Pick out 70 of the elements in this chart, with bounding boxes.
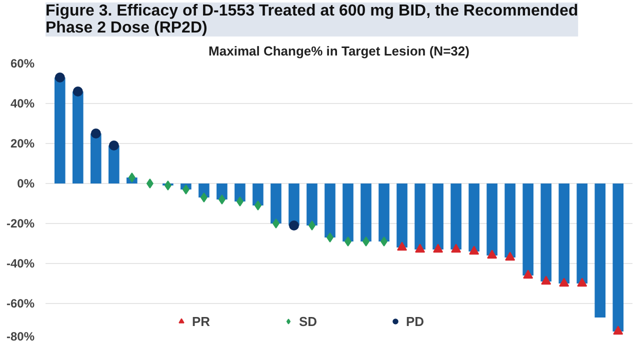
- point: [254, 200, 262, 210]
- point: [128, 172, 136, 182]
- point: [415, 244, 426, 253]
- point: [200, 192, 208, 202]
- point: [541, 276, 552, 285]
- bar: [414, 184, 426, 250]
- bar: [252, 184, 264, 206]
- point: [72, 86, 83, 96]
- bar: [72, 92, 84, 184]
- point: [108, 140, 119, 150]
- y-tick-label: -20%: [6, 216, 35, 230]
- point: [433, 244, 444, 253]
- bar: [504, 184, 516, 258]
- y-tick-label: 60%: [10, 56, 35, 70]
- point: [288, 220, 299, 230]
- point: [451, 244, 462, 253]
- point: [362, 236, 370, 246]
- point: [218, 194, 226, 204]
- bar: [342, 184, 354, 242]
- bar: [558, 184, 570, 284]
- bar: [522, 184, 534, 276]
- point: [577, 278, 588, 287]
- bar: [468, 184, 480, 252]
- bar: [486, 184, 498, 256]
- point: [613, 326, 624, 335]
- bar: [396, 184, 408, 248]
- y-tick-label: 0%: [17, 176, 35, 190]
- bar: [432, 184, 444, 250]
- chart-subtitle: Maximal Change% in Target Lesion (N=32): [208, 44, 470, 58]
- bar: [108, 146, 120, 184]
- point: [344, 236, 352, 246]
- bar: [594, 184, 606, 318]
- bar: [90, 134, 102, 184]
- point: [469, 246, 480, 255]
- legend-label: PD: [406, 314, 426, 328]
- bar: [612, 184, 624, 332]
- bar: [306, 184, 318, 226]
- bar: [450, 184, 462, 250]
- point: [90, 128, 101, 138]
- point: [182, 184, 190, 194]
- bar: [54, 78, 66, 184]
- point: [523, 270, 534, 279]
- chart-title: Figure 3. Efficacy of D-1553 Treated at 600 mg BID, the Recommended Phase 2 Dose (RP2D): [46, 2, 578, 36]
- y-tick-label: -40%: [6, 256, 35, 270]
- point: [487, 250, 498, 259]
- point: [397, 242, 408, 251]
- point: [380, 236, 388, 246]
- legend-label: SD: [299, 314, 318, 328]
- bar: [378, 184, 390, 242]
- bar: [360, 184, 372, 242]
- point: [236, 196, 244, 206]
- bar: [540, 184, 552, 282]
- bar: [234, 184, 246, 202]
- bar: [576, 184, 588, 284]
- point: [308, 220, 316, 230]
- point: [164, 180, 172, 190]
- y-tick-label: 20%: [10, 136, 35, 150]
- y-tick-label: -60%: [6, 296, 35, 310]
- point: [54, 72, 65, 82]
- point: [326, 232, 334, 242]
- y-tick-label: -80%: [6, 330, 35, 343]
- point: [146, 178, 154, 188]
- point: [272, 218, 280, 228]
- bar: [324, 184, 336, 238]
- point: [559, 278, 570, 287]
- bar: [270, 184, 282, 224]
- y-tick-label: 40%: [10, 96, 35, 110]
- point: [505, 252, 516, 261]
- legend-label: PR: [192, 314, 212, 328]
- bar: [288, 184, 300, 226]
